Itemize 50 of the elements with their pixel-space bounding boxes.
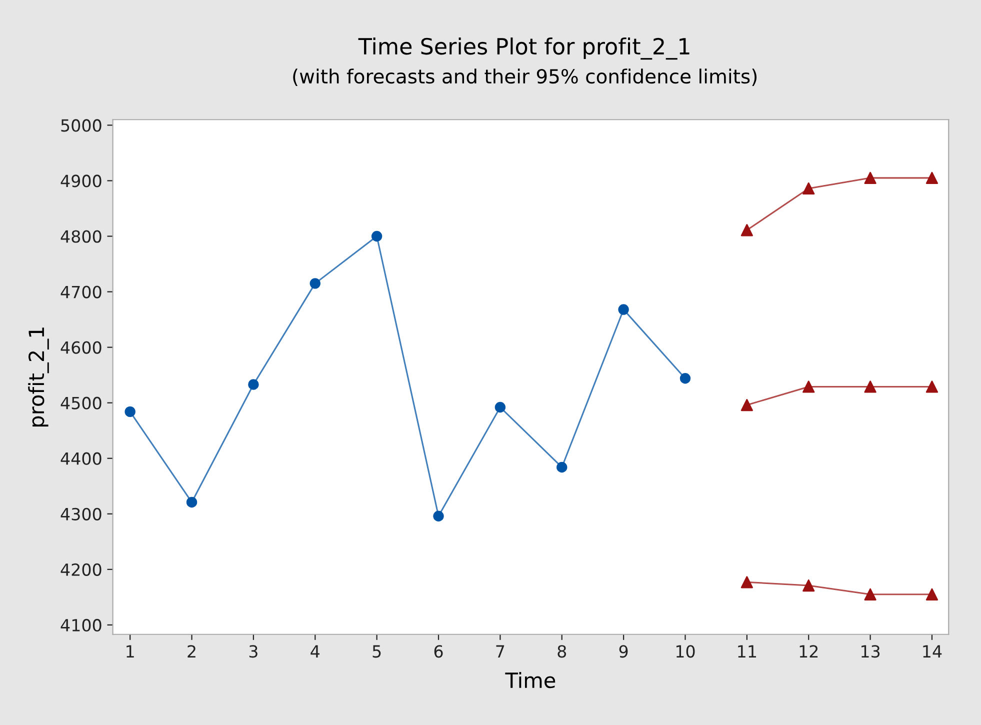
x-tick-label: 14 bbox=[923, 645, 942, 658]
y-tick-label: 4300 bbox=[60, 508, 102, 520]
point bbox=[248, 379, 259, 390]
point bbox=[926, 172, 938, 184]
chart-title: Time Series Plot for profit_2_1 bbox=[358, 37, 690, 60]
point bbox=[186, 496, 198, 508]
point bbox=[310, 278, 320, 289]
point bbox=[680, 373, 691, 384]
point bbox=[926, 380, 938, 393]
y-tick-label: 4100 bbox=[60, 618, 102, 632]
point bbox=[740, 576, 753, 588]
x-tick-label: 13 bbox=[862, 645, 880, 658]
point bbox=[124, 406, 136, 418]
point bbox=[864, 380, 876, 393]
y-tick-label: 4400 bbox=[60, 452, 102, 465]
x-tick-label: 6 bbox=[434, 645, 443, 658]
point bbox=[864, 588, 876, 600]
point bbox=[433, 510, 444, 522]
point bbox=[740, 398, 753, 412]
chart-subtitle: (with forecasts and their 95% confidence limits) bbox=[293, 68, 757, 86]
point bbox=[556, 462, 568, 473]
x-tick-label: 9 bbox=[619, 645, 628, 658]
x-tick-label: 12 bbox=[800, 645, 818, 658]
y-axis-title: profit_2_1 bbox=[28, 328, 49, 426]
y-tick-label: 5000 bbox=[61, 119, 102, 132]
x-tick-label: 7 bbox=[496, 645, 504, 658]
x-tick-label: 11 bbox=[738, 645, 756, 658]
x-tick-label: 4 bbox=[310, 645, 320, 658]
point bbox=[618, 304, 629, 315]
x-axis-title: Time bbox=[505, 672, 556, 688]
point bbox=[864, 172, 876, 184]
y-tick-label: 4700 bbox=[60, 286, 102, 298]
x-tick-label: 3 bbox=[249, 645, 258, 658]
point bbox=[494, 402, 506, 413]
y-tick-label: 4200 bbox=[60, 563, 102, 576]
y-tick-label: 4500 bbox=[60, 396, 102, 410]
point bbox=[371, 230, 382, 242]
point bbox=[802, 182, 815, 195]
point bbox=[802, 579, 815, 592]
y-tick-label: 4800 bbox=[60, 230, 102, 243]
x-tick-label: 8 bbox=[558, 645, 566, 658]
point bbox=[740, 224, 753, 236]
point bbox=[802, 380, 815, 393]
x-tick-label: 1 bbox=[126, 645, 134, 658]
x-tick-label: 10 bbox=[676, 645, 695, 658]
x-tick-label: 2 bbox=[188, 645, 196, 658]
y-tick-label: 4600 bbox=[60, 341, 102, 354]
point bbox=[926, 588, 938, 600]
y-tick-label: 4900 bbox=[60, 174, 102, 188]
x-tick-label: 5 bbox=[372, 645, 381, 658]
